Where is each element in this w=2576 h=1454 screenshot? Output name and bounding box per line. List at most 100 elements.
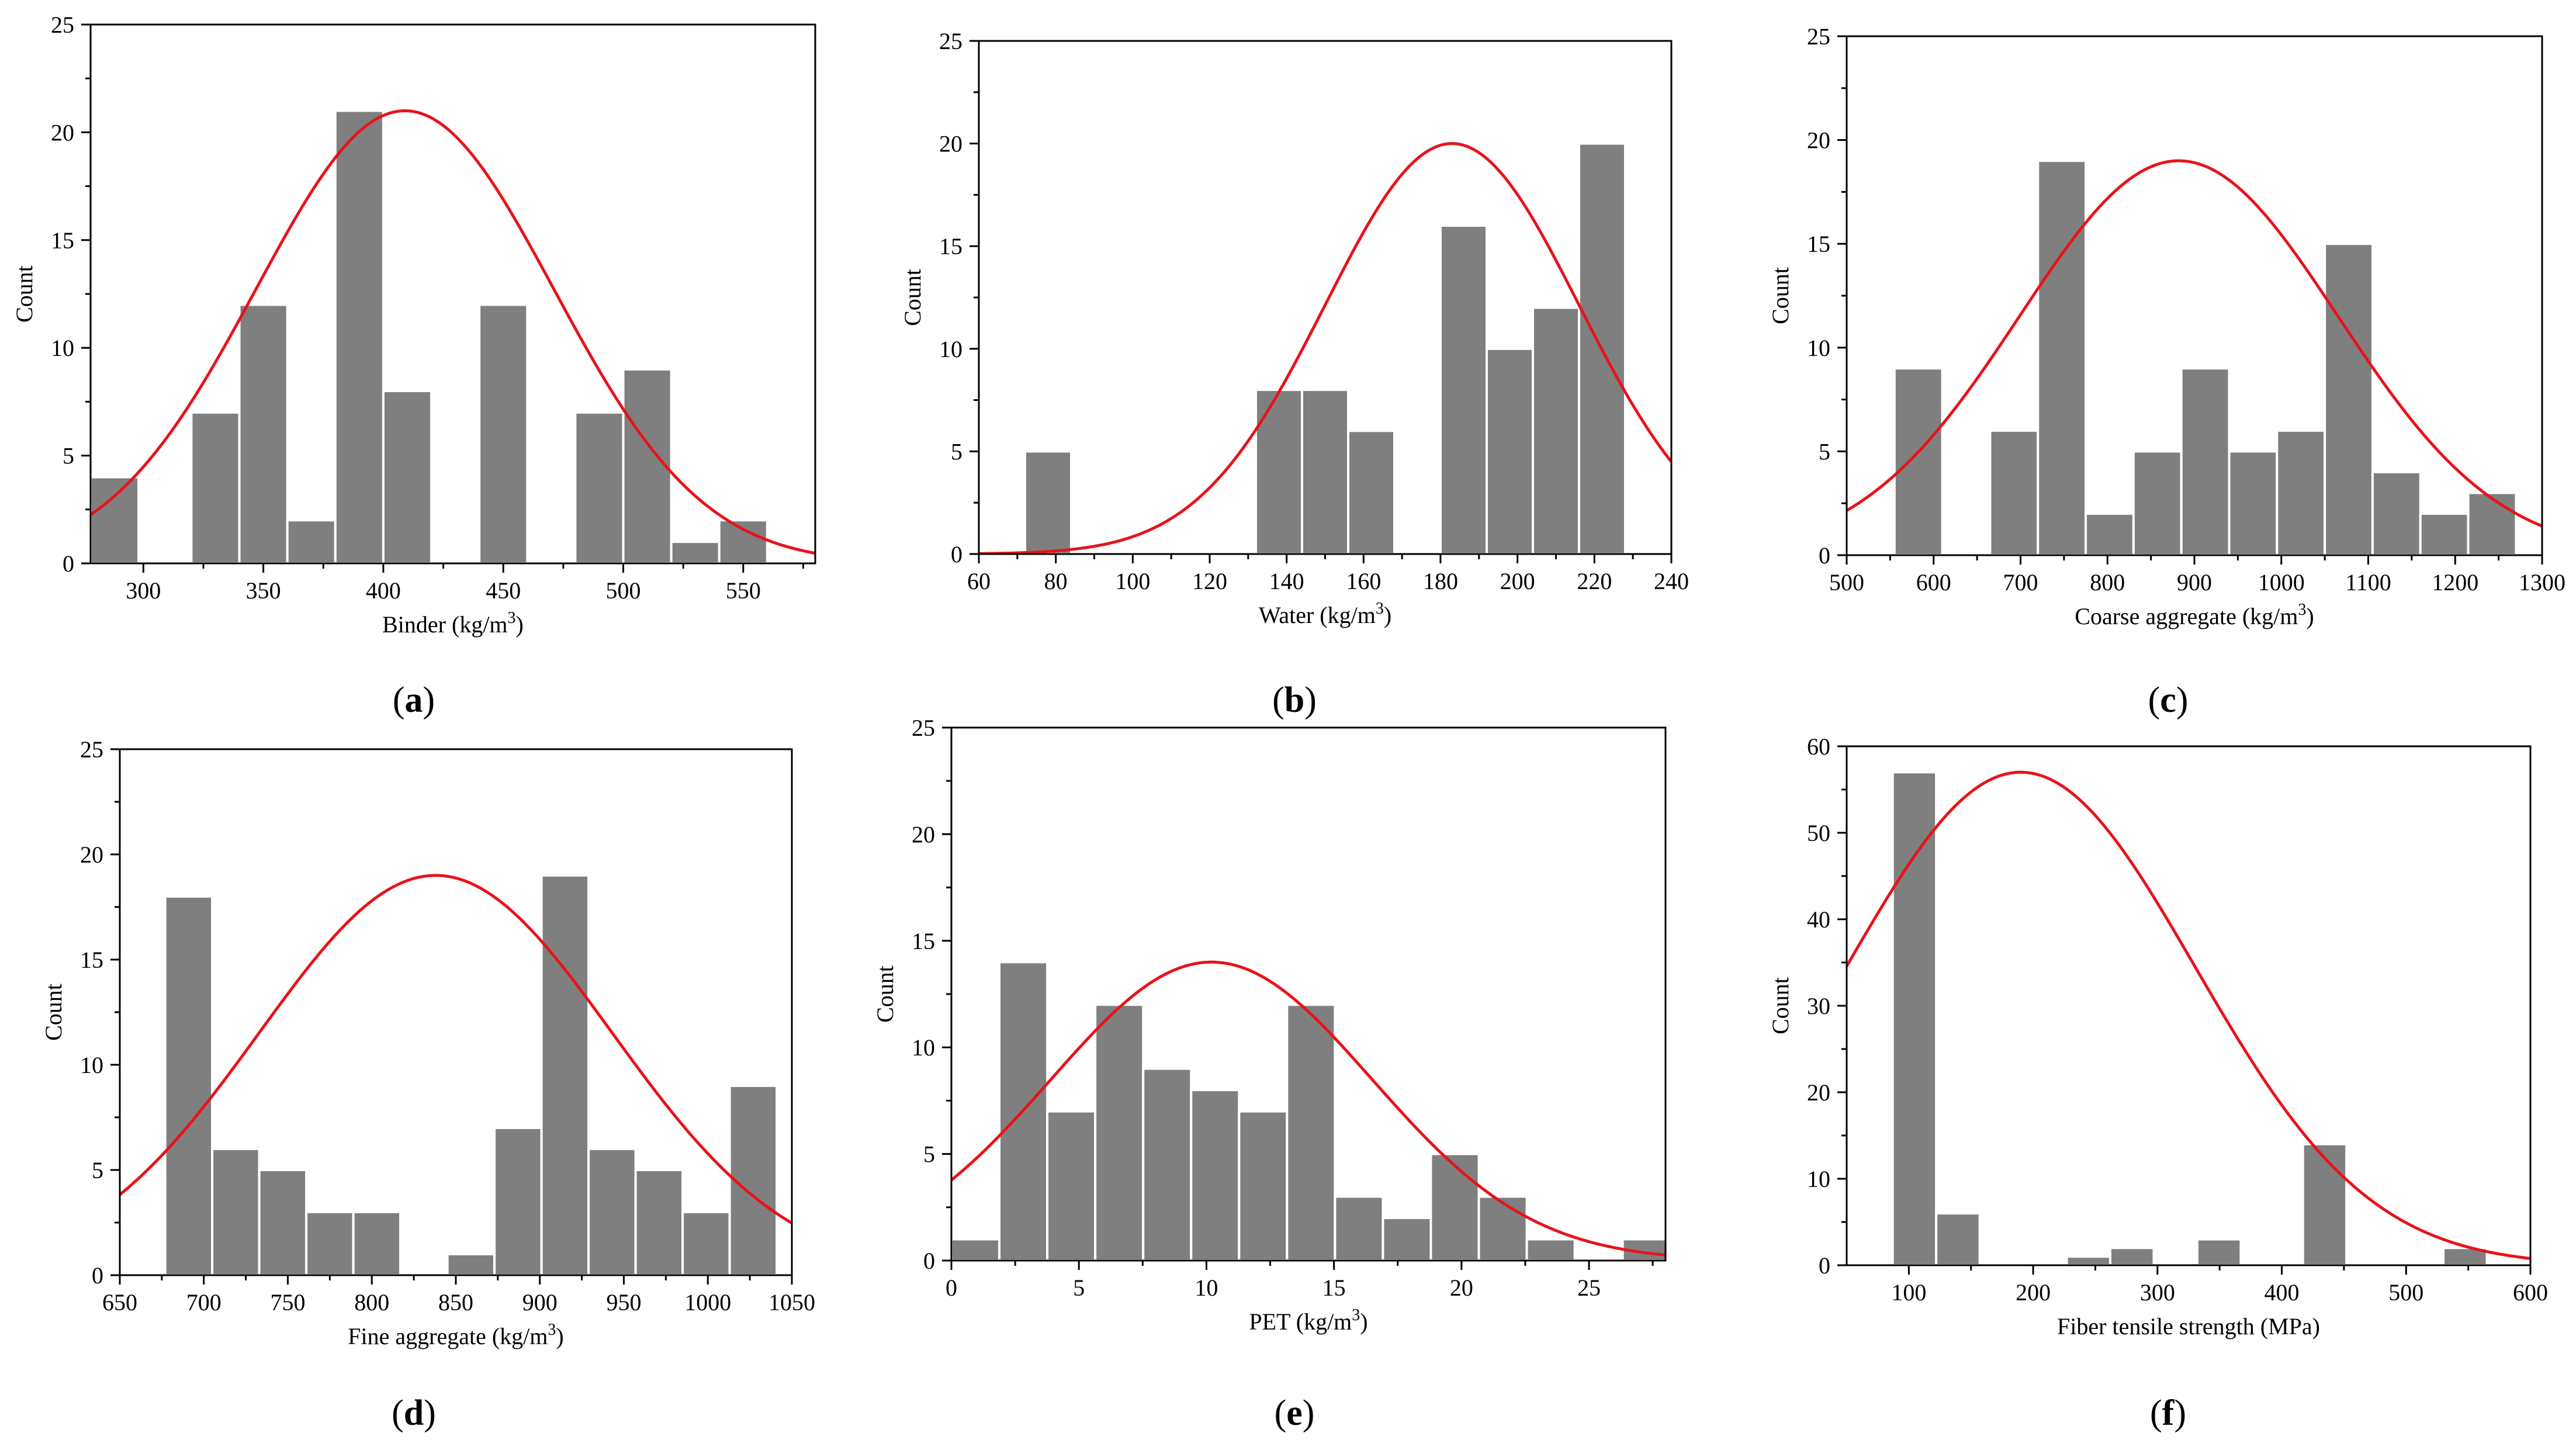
x-tick-label: 800	[2090, 569, 2125, 596]
x-tick-label: 300	[126, 577, 161, 604]
histogram-bar	[2419, 512, 2470, 555]
y-tick-label: 10	[80, 1052, 103, 1078]
y-axis-label: Count	[40, 984, 67, 1041]
caption-letter: b	[1284, 680, 1304, 720]
axis-frame	[1846, 745, 2532, 1266]
y-tick-label: 20	[912, 821, 935, 847]
histogram-bar	[670, 541, 721, 563]
x-tick-label: 180	[1423, 568, 1458, 594]
x-tick-label: 20	[1450, 1275, 1473, 1301]
y-tick-label: 5	[92, 1157, 103, 1183]
bars-c	[1893, 160, 2518, 555]
histogram-bar	[211, 1148, 261, 1275]
y-tick-label: 25	[51, 12, 74, 38]
histogram-bar	[1429, 1152, 1480, 1261]
histogram-bar	[2276, 429, 2326, 555]
histogram-bar	[190, 411, 241, 563]
histogram-bar	[478, 303, 529, 563]
histogram-bar	[1439, 224, 1488, 554]
histogram-bar	[587, 1148, 637, 1275]
histogram-bar	[2371, 470, 2422, 555]
normal-fit-curve	[120, 874, 792, 1225]
caption-close-paren: )	[2174, 1393, 2186, 1433]
x-tick-label: 500	[606, 577, 641, 604]
histogram-bar	[1532, 306, 1580, 554]
x-tick-label: 350	[246, 577, 281, 604]
x-axis-label-main: Fiber tensile strength (MPa)	[2057, 1313, 2320, 1339]
y-tick-label: 25	[939, 28, 962, 54]
x-tick-label: 80	[1044, 568, 1068, 594]
y-tick-label: 40	[1807, 906, 1830, 933]
x-axis-label-main: PET (kg/m	[1249, 1308, 1352, 1335]
histogram-bar	[2037, 160, 2087, 555]
y-tick-label: 50	[1807, 820, 1830, 846]
y-tick-label: 20	[80, 842, 103, 868]
histogram-bar	[1046, 1110, 1097, 1261]
histogram-bar	[634, 1169, 684, 1275]
histogram-bar	[1094, 1003, 1145, 1261]
normal-fit-curve	[1847, 770, 2530, 1260]
histogram-bar	[681, 1211, 731, 1275]
chart-panel-d: 650 700 750 800 850 900 950 1000 1050 0 5 10 15 20 25 F…	[40, 736, 815, 1433]
x-tick-label: 900	[2177, 569, 2212, 596]
x-tick-label: 60	[967, 568, 991, 594]
y-tick-label: 15	[1807, 231, 1830, 257]
histogram-bar	[2108, 1247, 2155, 1265]
histogram-bar	[446, 1253, 496, 1275]
y-tick-label: 20	[1807, 1079, 1830, 1106]
x-tick-label: 1050	[768, 1289, 815, 1315]
histogram-bar	[2467, 491, 2518, 555]
y-tick-label: 30	[1807, 993, 1830, 1019]
x-tick-label: 1000	[684, 1289, 731, 1315]
caption-letter: c	[2160, 680, 2176, 720]
x-tick-label: 450	[486, 577, 521, 604]
histogram-bar	[951, 1238, 1001, 1261]
x-tick-label: 500	[2388, 1279, 2423, 1306]
x-axis-label: PET (kg/m3)	[1249, 1306, 1367, 1335]
y-tick-label: 15	[80, 947, 103, 973]
x-tick-label: 140	[1269, 568, 1304, 594]
x-axis-label: Coarse aggregate (kg/m3)	[2075, 601, 2314, 629]
histogram-bar	[1347, 430, 1396, 554]
y-tick-label: 5	[63, 443, 74, 469]
histogram-bar	[1142, 1067, 1193, 1261]
histogram-bar	[352, 1211, 402, 1275]
x-tick-label: 700	[2003, 569, 2038, 596]
histogram-bar	[2324, 243, 2374, 555]
x-tick-label: 240	[1654, 568, 1689, 594]
histogram-bar	[91, 476, 140, 563]
y-axis-label: Count	[899, 269, 926, 326]
x-axis-label-tail: )	[2306, 603, 2314, 629]
x-axis-label-main: Fine aggregate (kg/m	[348, 1323, 548, 1349]
histogram-bar	[1477, 1195, 1528, 1261]
chart-panel-f: 100 200 300 400 500 600 0 10 20 30 40 50 60 Fiber ten…	[1767, 733, 2548, 1433]
caption-close-paren: )	[2176, 680, 2189, 720]
x-tick-label: 900	[522, 1289, 558, 1315]
chart-panel-e: 0 5 10 15 20 25 0 5 10 15 20 25 PET (kg/m3) Count (e)	[872, 715, 1667, 1433]
x-tick-label: 160	[1346, 568, 1381, 594]
y-tick-label: 60	[1807, 733, 1830, 760]
caption-open-paren: (	[1275, 1393, 1287, 1433]
y-tick-label: 15	[51, 227, 74, 254]
histogram-bar	[1935, 1212, 1981, 1265]
x-tick-label: 100	[1891, 1279, 1926, 1306]
x-axis-label-tail: )	[556, 1323, 563, 1349]
histogram-bar	[2180, 367, 2231, 555]
x-tick-label: 1100	[2345, 569, 2391, 596]
x-tick-label: 120	[1192, 568, 1227, 594]
histogram-bar	[1301, 389, 1349, 554]
histogram-bar	[2132, 450, 2183, 555]
y-tick-label: 10	[1807, 335, 1830, 361]
x-tick-label: 500	[1829, 569, 1864, 596]
y-tick-label: 5	[923, 1141, 935, 1168]
x-tick-label: 650	[102, 1289, 137, 1315]
x-tick-label: 800	[354, 1289, 389, 1315]
x-tick-label: 700	[186, 1289, 221, 1315]
histogram-bar	[1989, 429, 2040, 555]
panel-caption: (f)	[2150, 1393, 2186, 1433]
y-tick-label: 0	[923, 1248, 935, 1274]
histogram-bar	[1525, 1238, 1576, 1261]
x-axis-label: Fine aggregate (kg/m3)	[348, 1321, 563, 1349]
y-tick-label: 0	[1819, 542, 1830, 569]
panel-caption: (c)	[2148, 680, 2189, 720]
